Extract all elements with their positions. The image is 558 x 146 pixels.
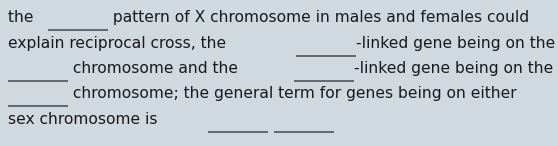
- Text: pattern of X chromosome in males and females could: pattern of X chromosome in males and fem…: [108, 10, 528, 25]
- Text: chromosome; the general term for genes being on either: chromosome; the general term for genes b…: [69, 86, 517, 101]
- Text: chromosome and the: chromosome and the: [69, 61, 243, 76]
- Text: ______: ______: [208, 113, 254, 128]
- Text: ______: ______: [8, 62, 55, 77]
- Text: the: the: [8, 10, 39, 25]
- Text: ______: ______: [294, 62, 340, 77]
- Text: ______: ______: [274, 113, 320, 128]
- Text: ______: ______: [296, 37, 343, 52]
- Text: ______: ______: [8, 87, 55, 102]
- Text: -linked gene being on the: -linked gene being on the: [356, 36, 555, 51]
- Text: sex chromosome is: sex chromosome is: [8, 112, 163, 127]
- Text: -linked gene being on the: -linked gene being on the: [354, 61, 554, 76]
- Text: explain reciprocal cross, the: explain reciprocal cross, the: [8, 36, 232, 51]
- Text: ______: ______: [47, 11, 94, 26]
